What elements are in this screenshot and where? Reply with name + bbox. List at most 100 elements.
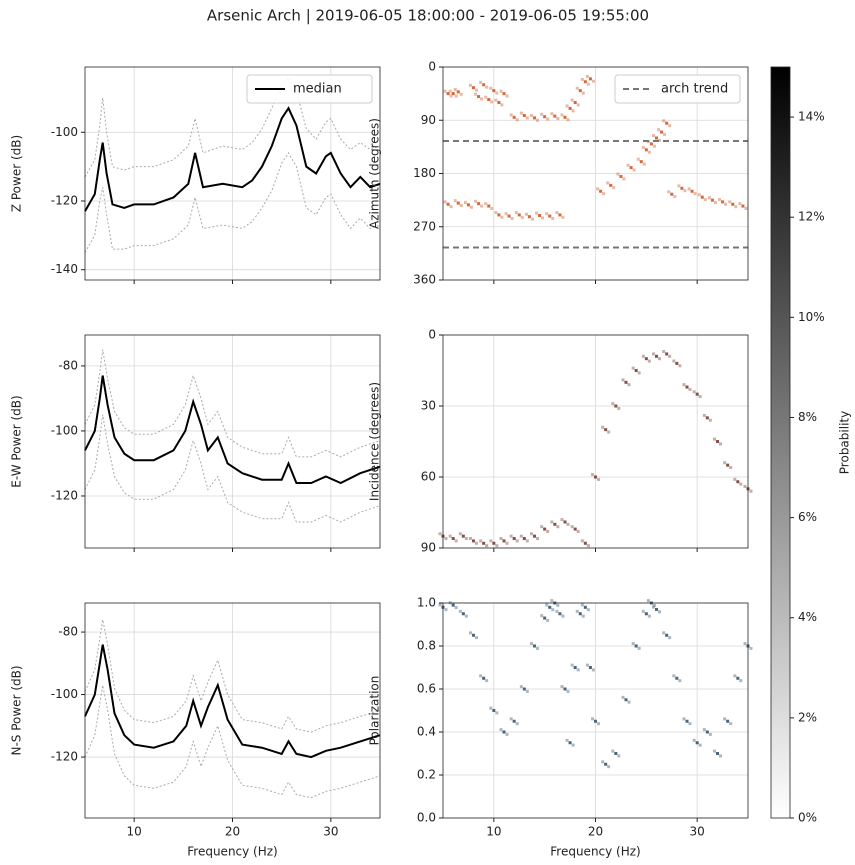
density-cell: [716, 752, 719, 755]
density-cell: [479, 80, 483, 84]
density-cell: [535, 211, 539, 215]
density-cell: [502, 539, 506, 543]
spread-line: [84, 76, 381, 178]
panel: 0 90 180 270 360 Azimuth (degrees) arch trend: [368, 60, 749, 287]
density-cell: [566, 118, 570, 122]
plot-frame: [442, 66, 749, 281]
density-cell: [565, 738, 569, 742]
density-cell: [591, 717, 594, 721]
density-cell: [586, 608, 590, 612]
density-cell: [522, 687, 526, 691]
density-cell: [570, 663, 574, 667]
density-cell: [485, 85, 489, 89]
density-cell: [495, 711, 499, 715]
density-cell: [687, 187, 691, 191]
y-tick-label: -80: [58, 625, 78, 639]
colorbar-tick-label: 2%: [798, 710, 817, 724]
density-cell: [624, 698, 628, 702]
density-cell: [637, 371, 641, 375]
density-cell: [658, 138, 661, 142]
density-cell: [612, 186, 616, 190]
density-cell: [581, 614, 585, 618]
spread-line: [84, 685, 381, 799]
density-cell: [454, 94, 458, 98]
density-cell: [499, 537, 503, 540]
density-cell: [438, 532, 442, 536]
density-cell: [604, 762, 608, 766]
density-cell: [536, 646, 539, 650]
density-cell: [734, 205, 738, 209]
density-cell: [499, 728, 503, 732]
density-cell: [519, 534, 523, 538]
density-cell: [675, 676, 679, 680]
density-cell: [497, 101, 501, 104]
density-cell: [469, 537, 472, 540]
density-cell: [665, 633, 669, 637]
density-cell: [597, 722, 600, 726]
y-tick-label: -100: [51, 687, 78, 701]
y-axis-label: Z Power (dB): [10, 135, 24, 212]
density-cell: [741, 204, 745, 208]
y-tick-label: 360: [413, 273, 436, 287]
density-cell: [705, 416, 709, 420]
density-cell: [487, 204, 491, 208]
colorbar-tick-label: 6%: [798, 510, 817, 524]
density-cell: [456, 90, 460, 94]
density-cell: [580, 539, 584, 543]
density-cell: [495, 91, 499, 95]
density-cell: [739, 679, 743, 683]
density-cell: [583, 541, 587, 545]
density-cell: [543, 527, 547, 531]
density-cell: [451, 92, 455, 96]
density-cell: [604, 428, 608, 432]
density-cell: [556, 117, 560, 121]
density-cell: [444, 608, 448, 612]
density-cell: [570, 525, 574, 529]
density-cell: [749, 489, 753, 493]
density-cell: [631, 642, 635, 646]
density-cell: [492, 89, 496, 93]
density-cell: [644, 357, 648, 361]
y-tick-label: 270: [413, 219, 436, 233]
density-cell: [449, 94, 453, 98]
density-cell: [581, 91, 585, 95]
density-cell: [596, 187, 600, 191]
density-cell: [655, 354, 658, 358]
y-tick-label: -120: [51, 488, 78, 502]
density-cell: [616, 172, 620, 176]
density-cell: [658, 610, 661, 614]
density-cell: [573, 527, 577, 531]
density-cell: [685, 719, 689, 723]
density-cell: [578, 612, 582, 616]
y-tick-label: -80: [58, 358, 78, 372]
density-cell: [688, 722, 692, 726]
density-cell: [550, 599, 554, 603]
density-cell: [683, 189, 687, 193]
density-cell: [505, 541, 509, 545]
density-cell: [693, 192, 697, 196]
plot-frame: [84, 66, 381, 281]
density-cell: [646, 599, 650, 603]
density-cell: [560, 113, 564, 117]
density-cell: [708, 418, 712, 422]
density-cell: [634, 369, 638, 372]
density-cell: [548, 214, 552, 218]
density-cell: [652, 144, 656, 148]
y-tick-label: -100: [51, 423, 78, 437]
density-cell: [585, 74, 589, 78]
density-cell: [515, 722, 519, 726]
density-cell: [662, 631, 666, 635]
density-cell: [652, 603, 656, 607]
density-cell: [533, 644, 536, 648]
density-cell: [695, 741, 699, 745]
density-cell: [611, 749, 615, 753]
density-cell: [713, 437, 716, 441]
density-cell: [636, 157, 640, 161]
x-axis-label: Frequency (Hz): [187, 845, 278, 859]
spread-line: [84, 349, 381, 458]
density-cell: [489, 539, 493, 543]
y-tick-label: 0.2: [417, 768, 436, 782]
density-cell: [469, 631, 472, 635]
density-cell: [443, 200, 447, 204]
density-cell: [546, 529, 550, 533]
